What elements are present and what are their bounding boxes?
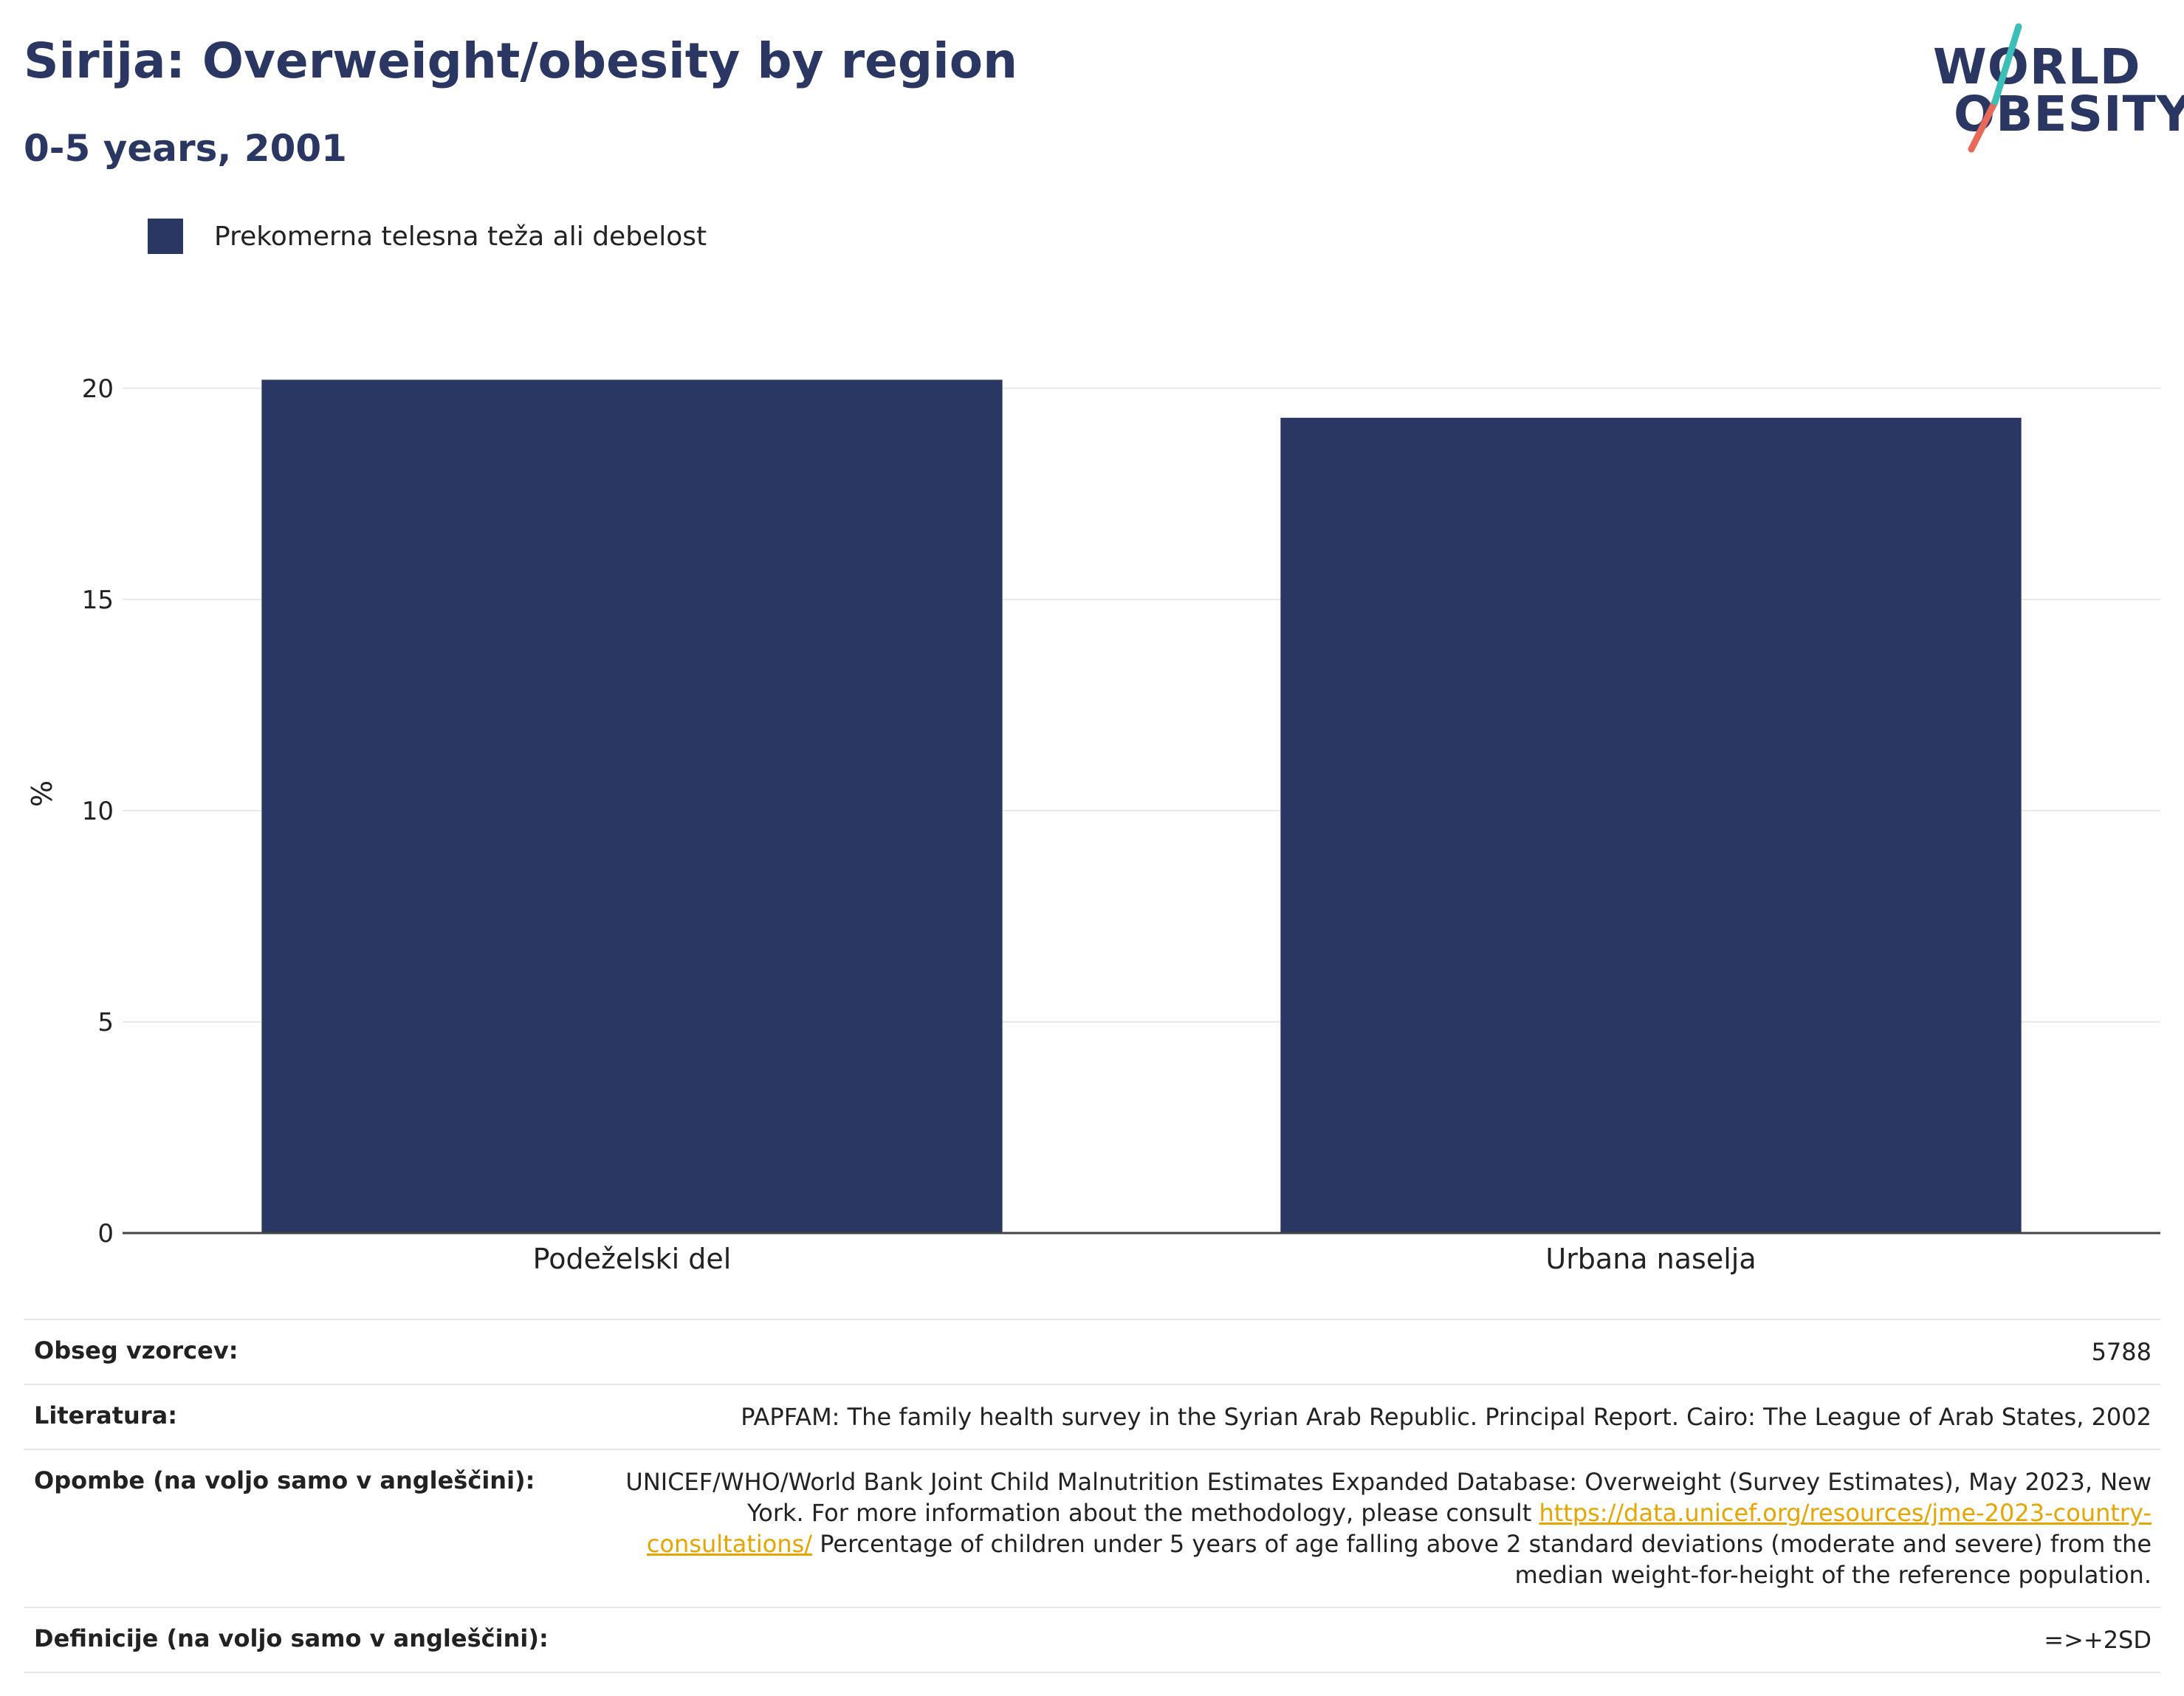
logo-word-1: WORLD bbox=[1933, 38, 2141, 95]
logo-slash-icon bbox=[1968, 23, 2022, 153]
legend-label: Prekomerna telesna teža ali debelost bbox=[214, 221, 707, 252]
world-obesity-logo: WORLD OBESITY bbox=[1927, 22, 2184, 155]
bar bbox=[261, 380, 1003, 1233]
chart-title: Sirija: Overweight/obesity by region bbox=[24, 32, 1018, 89]
x-tick-label: Podeželski del bbox=[533, 1243, 732, 1275]
info-value: PAPFAM: The family health survey in the … bbox=[741, 1403, 2152, 1431]
bar bbox=[1280, 417, 2022, 1233]
info-row-notes: Opombe (na voljo samo v angleščini): UNI… bbox=[24, 1449, 2160, 1607]
chart-subtitle: 0-5 years, 2001 bbox=[24, 127, 347, 170]
info-value: UNICEF/WHO/World Bank Joint Child Malnut… bbox=[601, 1466, 2152, 1590]
info-key: Opombe (na voljo samo v angleščini): bbox=[34, 1466, 535, 1494]
y-tick-label: 20 bbox=[82, 374, 114, 404]
legend-swatch bbox=[148, 219, 183, 254]
info-table: Obseg vzorcev: 5788 Literatura: PAPFAM: … bbox=[24, 1319, 2160, 1673]
info-value: =>+2SD bbox=[2044, 1626, 2152, 1654]
x-tick-label: Urbana naselja bbox=[1545, 1243, 1756, 1275]
y-tick-label: 5 bbox=[97, 1008, 114, 1037]
info-value: 5788 bbox=[2091, 1338, 2152, 1366]
info-row-sample-size: Obseg vzorcev: 5788 bbox=[24, 1319, 2160, 1384]
y-axis-label: % bbox=[26, 780, 58, 807]
notes-text-before: UNICEF/WHO/World Bank Joint Child Malnut… bbox=[625, 1468, 2152, 1527]
info-key: Obseg vzorcev: bbox=[34, 1336, 238, 1364]
y-tick-label: 15 bbox=[82, 586, 114, 615]
info-key: Definicije (na voljo samo v angleščini): bbox=[34, 1624, 549, 1652]
notes-text-after: Percentage of children under 5 years of … bbox=[812, 1530, 2152, 1589]
methodology-link[interactable]: https://data.unicef.org/resources/jme-20… bbox=[646, 1499, 2152, 1558]
bar-chart: 0 5 10 15 20% Podeželski del Urbana naselja bbox=[26, 374, 2160, 1275]
y-tick-label: 10 bbox=[82, 797, 114, 826]
legend: Prekomerna telesna teža ali debelost bbox=[148, 219, 707, 254]
y-tick-label: 0 bbox=[97, 1219, 114, 1249]
info-key: Literatura: bbox=[34, 1401, 177, 1429]
info-row-definitions: Definicije (na voljo samo v angleščini):… bbox=[24, 1607, 2160, 1673]
info-row-literature: Literatura: PAPFAM: The family health su… bbox=[24, 1384, 2160, 1449]
